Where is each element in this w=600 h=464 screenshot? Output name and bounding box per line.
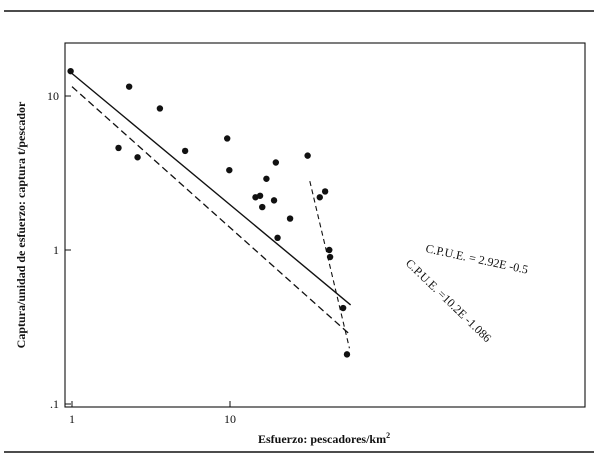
data-point-2 bbox=[125, 83, 133, 90]
data-point-4 bbox=[156, 105, 164, 112]
data-point-13 bbox=[272, 159, 280, 166]
data-point-0 bbox=[67, 67, 74, 75]
data-point-22 bbox=[343, 351, 351, 358]
x-axis-label-text: Esfuerzo: pescadores/km bbox=[258, 432, 386, 446]
plot-frame bbox=[64, 42, 586, 408]
y-tick-label-1: 1 bbox=[53, 243, 59, 257]
fit-lines bbox=[71, 72, 352, 349]
x-tick-label-1: 10 bbox=[224, 412, 236, 426]
x-axis-label: Esfuerzo: pescadores/km2 bbox=[258, 431, 390, 446]
y-tick-label-0: .1 bbox=[50, 397, 59, 411]
data-point-17 bbox=[316, 194, 323, 201]
annotation-solid-fit: C.P.U.E. = 2.92E -0.5 bbox=[424, 241, 529, 276]
data-point-20 bbox=[326, 253, 334, 261]
data-point-15 bbox=[286, 215, 294, 222]
data-point-16 bbox=[304, 152, 311, 159]
data-point-21 bbox=[339, 304, 347, 312]
data-point-7 bbox=[226, 166, 233, 174]
x-tick-label-0: 1 bbox=[69, 412, 75, 426]
data-point-11 bbox=[263, 175, 270, 182]
data-point-5 bbox=[181, 147, 189, 155]
fit-line-2 bbox=[309, 181, 350, 349]
data-point-1 bbox=[115, 144, 122, 152]
data-point-19 bbox=[326, 246, 333, 254]
y-axis-label: Captura/unidad de esfuerzo: captura t/pe… bbox=[14, 101, 28, 348]
fit-line-1 bbox=[71, 86, 352, 336]
data-point-12 bbox=[270, 197, 278, 204]
y-tick-label-2: 10 bbox=[47, 89, 59, 103]
axis-ticks: 1 10 .1 1 10 bbox=[47, 89, 236, 426]
x-axis-label-superscript: 2 bbox=[386, 431, 390, 440]
data-point-6 bbox=[223, 135, 231, 142]
annotation-steep-fit: C.P.U.E. =10.2E -1.086 bbox=[403, 256, 494, 345]
fit-line-0 bbox=[71, 72, 352, 306]
data-point-14 bbox=[274, 234, 281, 242]
data-points bbox=[67, 67, 351, 358]
data-point-9 bbox=[256, 192, 264, 199]
data-point-3 bbox=[134, 154, 141, 161]
data-point-18 bbox=[321, 188, 329, 195]
data-point-10 bbox=[259, 203, 266, 211]
